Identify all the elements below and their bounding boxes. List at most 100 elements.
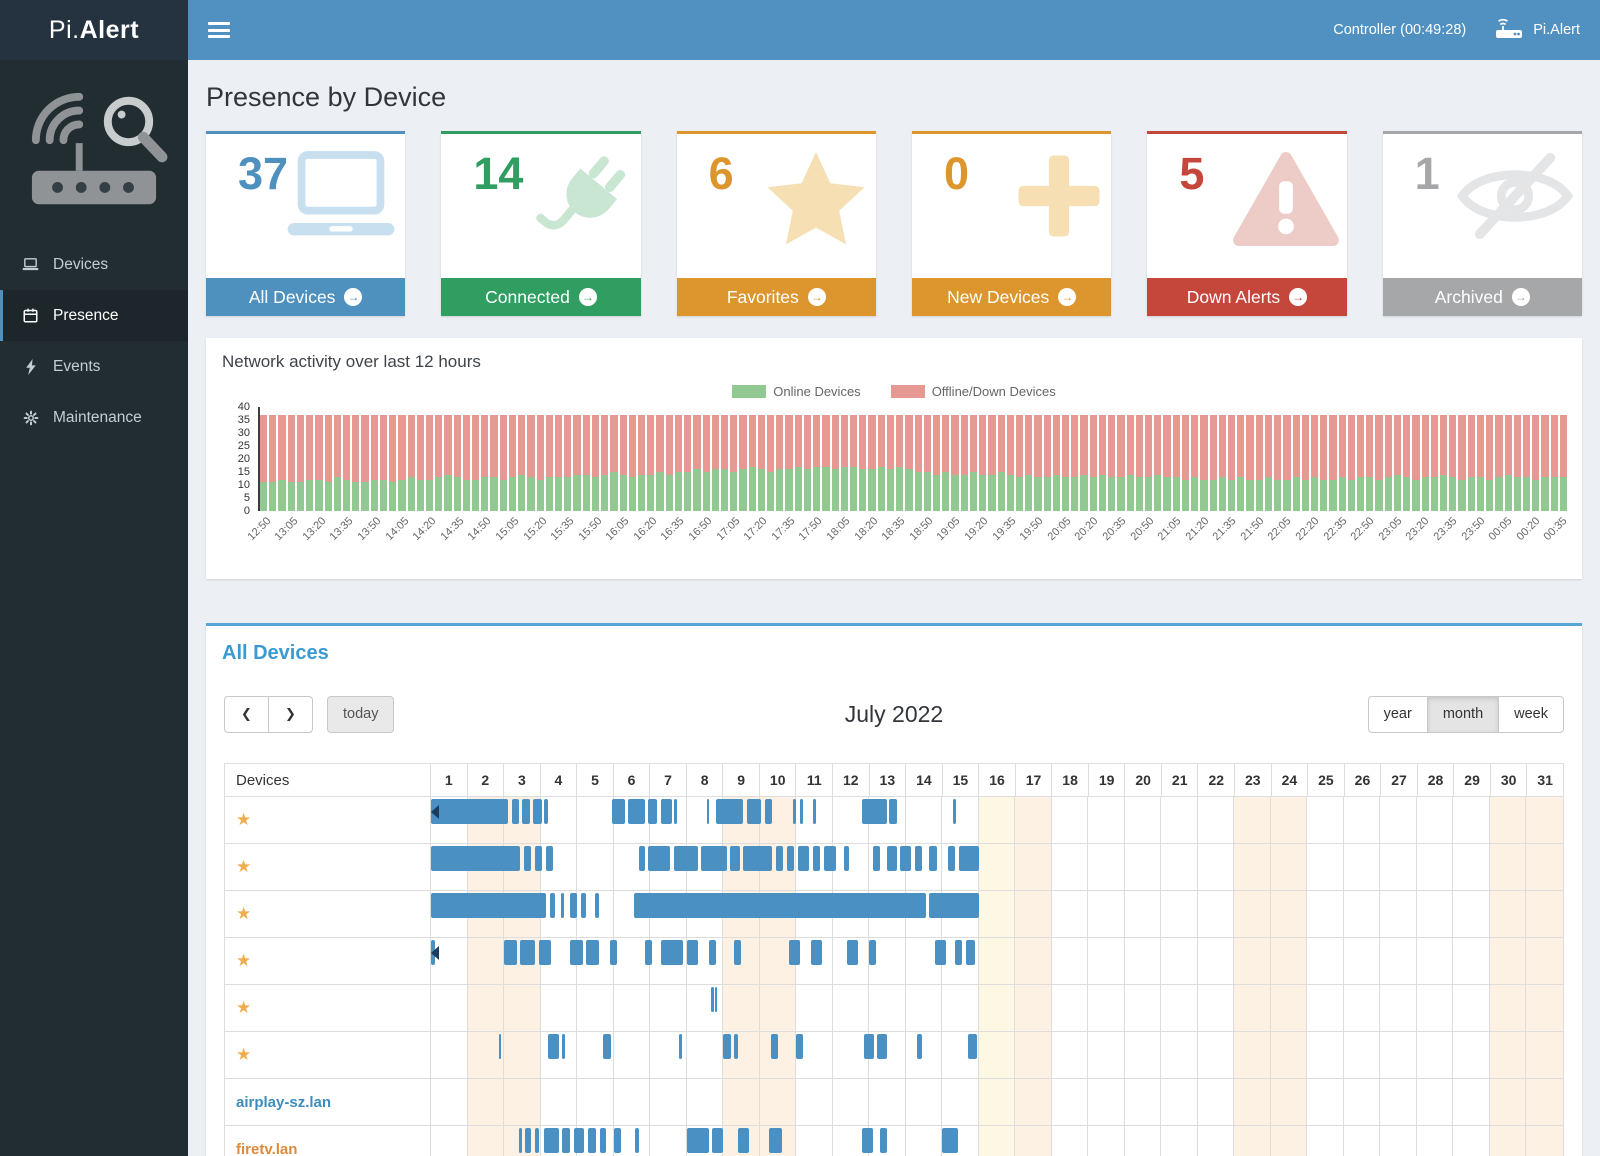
presence-segment[interactable] [549, 893, 556, 918]
presence-segment[interactable] [524, 846, 532, 871]
presence-segment[interactable] [648, 799, 658, 824]
calendar-today-button[interactable]: today [327, 695, 395, 733]
presence-segment[interactable] [953, 799, 957, 824]
presence-segment[interactable] [863, 1034, 874, 1059]
presence-segment[interactable] [734, 1034, 739, 1059]
presence-segment[interactable] [812, 799, 817, 824]
presence-segment[interactable] [810, 940, 822, 965]
card-link-archived[interactable]: Archived → [1382, 278, 1582, 316]
presence-segment[interactable] [635, 1128, 640, 1153]
presence-segment[interactable] [967, 1034, 977, 1059]
presence-segment[interactable] [712, 1128, 724, 1153]
presence-segment[interactable] [504, 940, 517, 965]
favorite-star-icon[interactable]: ★ [236, 1045, 252, 1064]
presence-segment[interactable] [522, 799, 531, 824]
presence-segment[interactable] [723, 1034, 732, 1059]
presence-segment[interactable] [544, 1128, 559, 1153]
view-month-button[interactable]: month [1426, 695, 1500, 733]
presence-segment[interactable] [788, 940, 800, 965]
presence-segment[interactable] [518, 1128, 523, 1153]
presence-segment[interactable] [861, 1128, 873, 1153]
device-menu[interactable]: Pi.Alert [1494, 17, 1580, 44]
presence-segment[interactable] [765, 799, 773, 824]
presence-segment[interactable] [686, 1128, 709, 1153]
favorite-star-icon[interactable]: ★ [236, 951, 252, 970]
presence-segment[interactable] [743, 846, 773, 871]
presence-segment[interactable] [679, 1034, 682, 1059]
presence-segment[interactable] [929, 846, 937, 871]
presence-segment[interactable] [869, 940, 877, 965]
presence-segment[interactable] [706, 799, 710, 824]
presence-segment[interactable] [628, 799, 645, 824]
presence-segment[interactable] [823, 846, 837, 871]
presence-segment[interactable] [595, 893, 599, 918]
presence-segment[interactable] [746, 799, 762, 824]
presence-segment[interactable] [547, 1034, 559, 1059]
presence-segment[interactable] [877, 1034, 888, 1059]
presence-segment[interactable] [942, 1128, 958, 1153]
presence-segment[interactable] [900, 846, 912, 871]
presence-segment[interactable] [887, 846, 897, 871]
presence-segment[interactable] [701, 846, 727, 871]
presence-segment[interactable] [916, 1034, 923, 1059]
card-link-down-alerts[interactable]: Down Alerts → [1147, 278, 1347, 316]
presence-segment[interactable] [929, 893, 979, 918]
presence-segment[interactable] [512, 799, 520, 824]
presence-segment[interactable] [958, 846, 979, 871]
presence-segment[interactable] [633, 893, 926, 918]
presence-segment[interactable] [569, 893, 578, 918]
presence-segment[interactable] [872, 846, 881, 871]
presence-segment[interactable] [586, 940, 599, 965]
presence-segment[interactable] [708, 940, 716, 965]
presence-segment[interactable] [914, 846, 923, 871]
presence-segment[interactable] [796, 1034, 804, 1059]
presence-segment[interactable] [644, 940, 652, 965]
presence-segment[interactable] [574, 1128, 585, 1153]
presence-segment[interactable] [965, 940, 976, 965]
presence-segment[interactable] [812, 846, 820, 871]
presence-segment[interactable] [847, 940, 859, 965]
presence-segment[interactable] [734, 940, 742, 965]
sidebar-item-presence[interactable]: Presence [0, 290, 188, 341]
app-logo[interactable]: Pi. Alert [0, 0, 188, 60]
presence-segment[interactable] [730, 846, 740, 871]
presence-segment[interactable] [715, 987, 718, 1012]
presence-segment[interactable] [715, 799, 744, 824]
presence-segment[interactable] [599, 1128, 607, 1153]
presence-segment[interactable] [661, 940, 683, 965]
presence-segment[interactable] [569, 940, 583, 965]
presence-segment[interactable] [799, 799, 804, 824]
card-link-all-devices[interactable]: All Devices → [206, 278, 406, 316]
presence-segment[interactable] [771, 1034, 778, 1059]
controller-status[interactable]: Controller (00:49:28) [1333, 22, 1467, 38]
card-link-connected[interactable]: Connected → [441, 278, 641, 316]
presence-segment[interactable] [546, 846, 554, 871]
legend-item-online-devices[interactable]: Online Devices [732, 384, 861, 399]
presence-segment[interactable] [431, 799, 508, 824]
presence-segment[interactable] [843, 846, 850, 871]
presence-segment[interactable] [431, 846, 521, 871]
presence-segment[interactable] [947, 846, 955, 871]
presence-segment[interactable] [787, 846, 795, 871]
presence-segment[interactable] [580, 893, 587, 918]
device-name-link[interactable]: firetv.lan [236, 1140, 298, 1156]
presence-segment[interactable] [534, 1128, 540, 1153]
presence-segment[interactable] [525, 1128, 532, 1153]
legend-item-offline-down-devices[interactable]: Offline/Down Devices [890, 384, 1056, 399]
presence-segment[interactable] [431, 893, 547, 918]
presence-segment[interactable] [648, 846, 671, 871]
favorite-star-icon[interactable]: ★ [236, 857, 252, 876]
presence-segment[interactable] [544, 799, 548, 824]
presence-segment[interactable] [955, 940, 963, 965]
presence-segment[interactable] [538, 940, 552, 965]
presence-segment[interactable] [613, 1128, 621, 1153]
presence-segment[interactable] [561, 1034, 566, 1059]
presence-segment[interactable] [889, 799, 897, 824]
presence-segment[interactable] [737, 1128, 749, 1153]
sidebar-item-events[interactable]: Events [0, 341, 188, 392]
presence-segment[interactable] [934, 940, 946, 965]
presence-segment[interactable] [797, 846, 809, 871]
sidebar-item-devices[interactable]: Devices [0, 239, 188, 290]
favorite-star-icon[interactable]: ★ [236, 904, 252, 923]
presence-segment[interactable] [776, 846, 784, 871]
